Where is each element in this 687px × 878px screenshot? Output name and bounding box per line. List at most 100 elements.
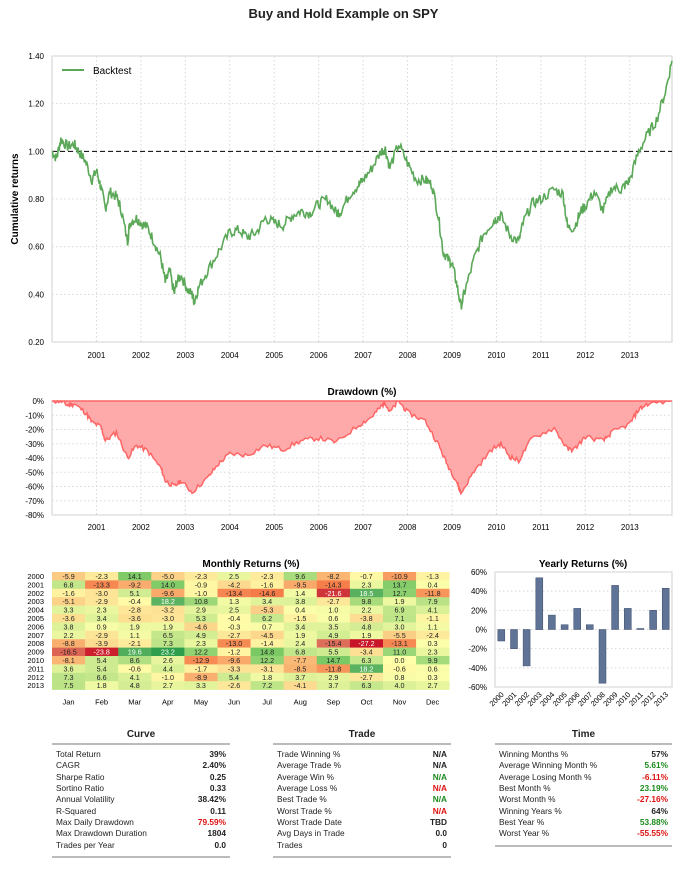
stat-label: Max Daily Drawdown	[56, 817, 134, 828]
heatmap-cell	[383, 647, 417, 657]
stat-row: Trade Winning % N/A	[277, 749, 447, 760]
stat-row: Worst Year % -55.55%	[499, 828, 668, 839]
heatmap-cell-label: -3.8	[360, 614, 372, 623]
y-tick-label: 0%	[32, 397, 44, 406]
heatmap-cell	[118, 605, 152, 615]
heatmap-cell-label: -1.6	[261, 580, 273, 589]
heatmap-cell	[118, 681, 152, 690]
stat-row: Best Year % 53.88%	[499, 817, 668, 828]
heatmap-cell	[383, 588, 417, 598]
stat-label: Winning Months %	[499, 749, 569, 759]
x-tick-label: 2001	[88, 351, 106, 360]
heatmap-cell-label: 4.8	[361, 622, 371, 631]
heatmap-cell-label: 14.7	[326, 656, 340, 665]
heatmap-cell-label: 1.0	[328, 606, 338, 615]
heatmap-cell	[85, 639, 119, 648]
heatmap-cell-label: -2.4	[426, 631, 438, 640]
heatmap-cell	[283, 672, 318, 682]
heatmap-cell	[118, 656, 152, 665]
heatmap-cell-label: -13.0	[226, 639, 242, 648]
heatmap-cell-label: -4.6	[195, 622, 207, 631]
heatmap-cell	[184, 630, 218, 640]
heatmap-cell	[416, 588, 450, 598]
heatmap-cell-label: 4.0	[395, 681, 405, 690]
heatmap-cell-label: -0.3	[228, 622, 240, 631]
heatmap-cell-label: 11.0	[393, 648, 406, 657]
heatmap-cell-label: 8.6	[130, 656, 140, 665]
heatmap-cell-label: -2.3	[195, 572, 207, 581]
equity-chart: 1.40 1.20 1.00 0.80 0.60 0.40 0.20 2001 2002 200…	[10, 52, 673, 360]
heatmap-cell-label: 2.7	[163, 681, 173, 690]
heatmap-cell-label: 7.1	[395, 614, 405, 623]
y-tick-label: 60%	[471, 568, 487, 577]
stat-value: 79.59%	[197, 817, 226, 828]
heatmap-cell	[416, 605, 450, 615]
heatmap-cell-label: 9.8	[361, 597, 371, 606]
x-tick-label: 2005	[265, 523, 283, 532]
stat-value: 39%	[209, 749, 226, 759]
heatmap-cell	[151, 647, 185, 657]
heatmap-cell-label: 2.3	[361, 580, 371, 589]
heatmap-cell-label: 5.3	[196, 614, 206, 623]
stat-value: N/A	[432, 794, 447, 805]
heatmap-col-label: Sep	[327, 698, 340, 707]
heatmap-cell	[52, 597, 86, 606]
heatmap-cell	[151, 664, 185, 674]
heatmap-cell	[349, 588, 384, 598]
heatmap-cell-label: 1.9	[163, 622, 173, 631]
stat-row: Max Drawdown Duration 1804	[56, 828, 226, 839]
heatmap-cell-label: -4.1	[294, 681, 306, 690]
time-stats-table: Winning Months % 57% Average Winning Month…	[495, 743, 672, 847]
y-tick-label: 20%	[471, 606, 487, 615]
heatmap-cell-label: 3.0	[395, 622, 405, 631]
y-axis-label: Cumulative returns	[10, 153, 21, 245]
heatmap-cell	[349, 630, 384, 640]
heatmap-cell	[383, 572, 417, 581]
heatmap-cell	[316, 614, 351, 623]
stat-value: 64%	[651, 805, 668, 816]
heatmap-cell	[349, 597, 384, 606]
heatmap-cell	[184, 656, 218, 665]
heatmap-cell	[283, 681, 318, 690]
heatmap-cell	[283, 656, 318, 665]
stat-value: 53.88%	[639, 817, 668, 828]
yearly-bar	[636, 628, 645, 630]
heatmap-cell	[349, 605, 384, 615]
heatmap-cell	[151, 639, 185, 648]
heatmap-cell-label: -2.9	[95, 597, 107, 606]
heatmap-cell	[250, 630, 284, 640]
stat-value: N/A	[432, 771, 447, 782]
heatmap-row-label: 2005	[27, 614, 44, 623]
stat-row: Avg Days in Trade 0.0	[277, 828, 447, 839]
heatmap-cell	[416, 630, 450, 640]
yearly-x-label: 2013	[652, 690, 670, 708]
heatmap-cell	[316, 630, 351, 640]
heatmap-cell-label: 2.7	[428, 681, 438, 690]
stat-value: 0.0	[214, 839, 226, 850]
heatmap-cell	[184, 588, 218, 598]
heatmap-cell-label: -3.1	[261, 664, 273, 673]
heatmap-cell-label: 4.1	[130, 673, 140, 682]
heatmap-col-label: Jun	[228, 698, 240, 707]
heatmap-row-label: 2000	[27, 572, 44, 581]
heatmap-cell	[283, 630, 318, 640]
heatmap-cell	[416, 681, 450, 690]
heatmap-cell	[52, 630, 86, 640]
stat-row: Trades per Year 0.0	[56, 840, 226, 851]
stat-label: R-Squared	[56, 805, 97, 816]
heatmap-cell	[118, 622, 152, 632]
heatmap-cell-label: 13.7	[393, 580, 407, 589]
y-tick-label: -60%	[25, 483, 44, 492]
heatmap-cell-label: -13.3	[93, 580, 109, 589]
heatmap-cell-label: 4.9	[328, 631, 338, 640]
heatmap-cell-label: 3.8	[64, 622, 74, 631]
heatmap-col-label: Aug	[294, 698, 307, 707]
y-tick-label: -40%	[468, 664, 487, 673]
heatmap-cell	[52, 588, 86, 598]
heatmap-cell	[316, 622, 351, 632]
heatmap-cell	[118, 672, 152, 682]
heatmap-cell	[85, 597, 119, 606]
heatmap-cell-label: 6.9	[395, 606, 405, 615]
y-tick-label: 1.20	[28, 100, 44, 109]
heatmap-cell-label: 23.2	[161, 648, 175, 657]
